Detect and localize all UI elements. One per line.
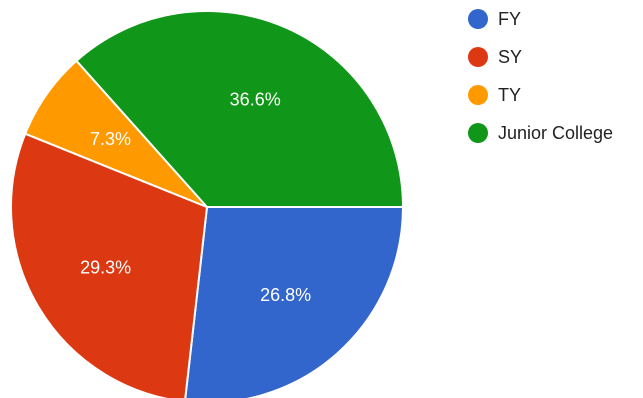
legend-label-junior-college: Junior College bbox=[498, 122, 614, 143]
legend-item-ty[interactable]: TY bbox=[468, 82, 613, 108]
legend-label-fy: FY bbox=[498, 8, 522, 29]
legend-swatch-junior-college bbox=[468, 123, 488, 143]
slice-label-junior-college: 36.6% bbox=[230, 89, 281, 109]
legend: FY SY TY Junior College bbox=[468, 6, 613, 158]
pie-slice-sy[interactable] bbox=[10, 132, 209, 398]
slice-label-sy: 29.3% bbox=[80, 257, 131, 277]
slice-label-fy: 26.8% bbox=[260, 285, 311, 305]
legend-item-junior-college[interactable]: Junior College bbox=[468, 120, 613, 146]
pie-slice-labels: 26.8% 29.3% 7.3% 36.6% bbox=[80, 89, 311, 305]
legend-label-sy: SY bbox=[498, 46, 523, 67]
legend-label-ty: TY bbox=[498, 84, 522, 105]
legend-swatch-ty bbox=[468, 85, 488, 105]
legend-item-fy[interactable]: FY bbox=[468, 6, 613, 32]
pie-slices bbox=[10, 10, 405, 398]
pie-slice-junior-college[interactable] bbox=[75, 10, 405, 208]
legend-swatch-fy bbox=[468, 9, 488, 29]
pie-slice-fy[interactable] bbox=[184, 206, 405, 398]
slice-label-ty: 7.3% bbox=[90, 129, 131, 149]
legend-item-sy[interactable]: SY bbox=[468, 44, 613, 70]
legend-swatch-sy bbox=[468, 47, 488, 67]
